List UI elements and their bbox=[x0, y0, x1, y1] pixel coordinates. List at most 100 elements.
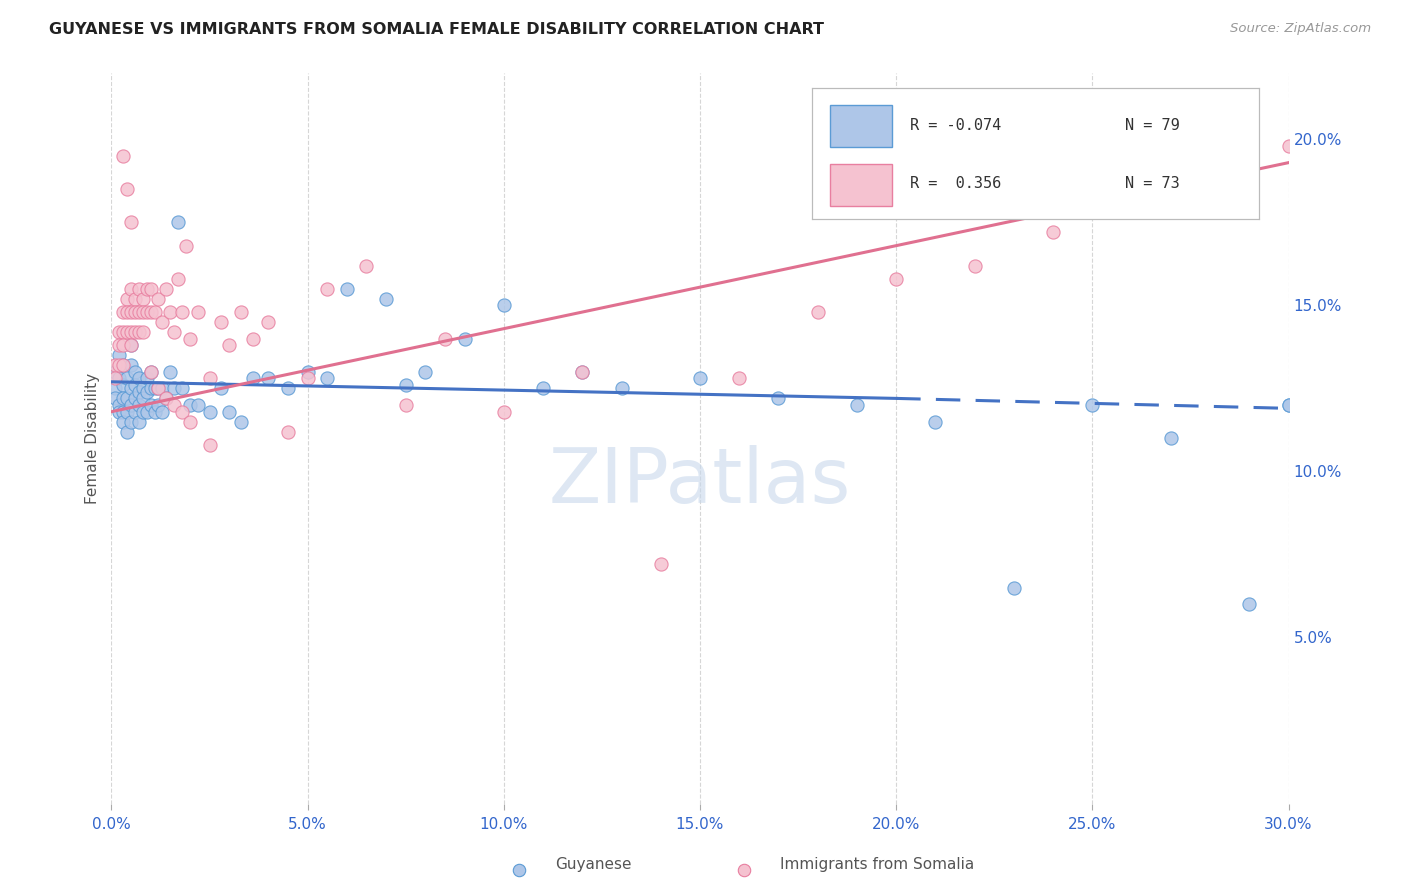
Point bbox=[104, 392, 127, 406]
Point bbox=[120, 381, 142, 395]
Point bbox=[112, 415, 135, 429]
Point bbox=[845, 398, 868, 412]
Point bbox=[152, 381, 174, 395]
Point bbox=[768, 392, 790, 406]
Point bbox=[492, 405, 515, 419]
Point bbox=[187, 305, 209, 319]
Point bbox=[120, 358, 142, 372]
Point bbox=[257, 315, 280, 329]
Point bbox=[242, 371, 264, 385]
Point bbox=[128, 371, 150, 385]
Point bbox=[108, 358, 131, 372]
Point bbox=[120, 215, 142, 229]
Point bbox=[571, 365, 593, 379]
Point bbox=[108, 338, 131, 352]
Point bbox=[124, 305, 146, 319]
Point bbox=[170, 381, 193, 395]
Point bbox=[112, 305, 135, 319]
Point bbox=[508, 863, 530, 877]
Point bbox=[179, 398, 201, 412]
Point bbox=[115, 392, 138, 406]
Point bbox=[139, 365, 162, 379]
Point bbox=[689, 371, 711, 385]
Point bbox=[356, 259, 378, 273]
Point bbox=[115, 305, 138, 319]
Point bbox=[610, 381, 633, 395]
Point bbox=[433, 332, 456, 346]
Point bbox=[229, 415, 252, 429]
Point bbox=[316, 371, 339, 385]
Point bbox=[128, 384, 150, 399]
Point bbox=[135, 305, 157, 319]
Point bbox=[167, 272, 190, 286]
Point bbox=[336, 282, 359, 296]
Text: ZIPatlas: ZIPatlas bbox=[548, 445, 851, 519]
Point bbox=[198, 405, 221, 419]
Point bbox=[152, 315, 174, 329]
Point bbox=[148, 292, 170, 306]
Point bbox=[884, 272, 907, 286]
Point bbox=[135, 405, 157, 419]
Y-axis label: Female Disability: Female Disability bbox=[86, 373, 100, 504]
Point bbox=[115, 182, 138, 196]
Point bbox=[120, 338, 142, 352]
Point bbox=[492, 298, 515, 312]
Point bbox=[124, 378, 146, 392]
Point bbox=[152, 405, 174, 419]
Point bbox=[297, 371, 319, 385]
Point bbox=[112, 392, 135, 406]
Text: GUYANESE VS IMMIGRANTS FROM SOMALIA FEMALE DISABILITY CORRELATION CHART: GUYANESE VS IMMIGRANTS FROM SOMALIA FEMA… bbox=[49, 22, 824, 37]
Point bbox=[148, 381, 170, 395]
Point bbox=[297, 365, 319, 379]
Point bbox=[128, 415, 150, 429]
Point bbox=[650, 558, 672, 572]
Point bbox=[112, 378, 135, 392]
Point bbox=[108, 348, 131, 362]
Point bbox=[1239, 597, 1261, 611]
Point bbox=[163, 325, 186, 339]
Point bbox=[120, 338, 142, 352]
Point bbox=[163, 398, 186, 412]
Point bbox=[143, 381, 166, 395]
Point bbox=[115, 425, 138, 439]
Point bbox=[277, 381, 299, 395]
Point bbox=[139, 381, 162, 395]
Point bbox=[395, 378, 418, 392]
Point bbox=[120, 398, 142, 412]
Point bbox=[229, 305, 252, 319]
Point bbox=[316, 282, 339, 296]
Point bbox=[159, 305, 181, 319]
Point bbox=[170, 305, 193, 319]
Point bbox=[132, 305, 155, 319]
Point bbox=[1277, 398, 1299, 412]
Point bbox=[143, 305, 166, 319]
Point bbox=[924, 415, 946, 429]
Point bbox=[571, 365, 593, 379]
Point bbox=[155, 392, 177, 406]
Point bbox=[108, 325, 131, 339]
Point bbox=[277, 425, 299, 439]
Point bbox=[115, 292, 138, 306]
Point bbox=[453, 332, 475, 346]
Point bbox=[104, 365, 127, 379]
Point bbox=[415, 365, 437, 379]
Point bbox=[104, 371, 127, 385]
Point bbox=[1121, 205, 1143, 219]
Point bbox=[807, 305, 830, 319]
Point bbox=[209, 315, 232, 329]
Point bbox=[167, 215, 190, 229]
Point bbox=[218, 405, 240, 419]
Point bbox=[179, 332, 201, 346]
Text: Source: ZipAtlas.com: Source: ZipAtlas.com bbox=[1230, 22, 1371, 36]
Point bbox=[112, 338, 135, 352]
Point bbox=[1042, 226, 1064, 240]
Point bbox=[112, 358, 135, 372]
Point bbox=[104, 381, 127, 395]
Point bbox=[1277, 139, 1299, 153]
Point bbox=[132, 325, 155, 339]
Point bbox=[135, 384, 157, 399]
Point bbox=[159, 365, 181, 379]
Point bbox=[108, 405, 131, 419]
Point bbox=[120, 305, 142, 319]
Point bbox=[132, 292, 155, 306]
